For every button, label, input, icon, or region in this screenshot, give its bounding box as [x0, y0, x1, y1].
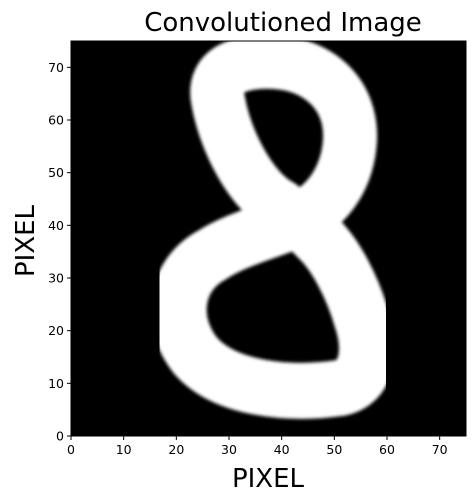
y-tick-label: 60: [48, 113, 64, 128]
y-tick-label: 20: [48, 323, 64, 338]
y-tick-label: 0: [56, 429, 64, 444]
chart-title: Convolutioned Image: [144, 8, 422, 38]
image-content: [150, 41, 395, 419]
x-tick-label: 40: [274, 442, 290, 457]
x-tick-label: 30: [221, 442, 237, 457]
x-tick-label: 50: [326, 442, 342, 457]
x-tick-label: 60: [379, 442, 395, 457]
digit-eight-shape: [150, 41, 395, 419]
y-tick-label: 10: [48, 376, 64, 391]
x-tick-label: 20: [168, 442, 184, 457]
y-tick-label: 30: [48, 271, 64, 286]
y-tick-label: 70: [48, 60, 64, 75]
x-axis-ticks: 0 10 20 30 40 50 60 70: [67, 436, 448, 457]
digit-upper-loop: [190, 41, 378, 245]
x-tick-label: 70: [432, 442, 448, 457]
y-axis-label: PIXEL: [11, 204, 41, 277]
axes-frame: [70, 40, 467, 437]
digit-lower-loop: [150, 190, 395, 419]
y-axis-ticks: 0 10 20 30 40 50 60 70: [48, 60, 71, 444]
x-tick-label: 0: [67, 442, 75, 457]
y-tick-label: 40: [48, 218, 64, 233]
x-tick-label: 10: [116, 442, 132, 457]
y-tick-label: 50: [48, 165, 64, 180]
x-axis-label: PIXEL: [232, 464, 305, 494]
